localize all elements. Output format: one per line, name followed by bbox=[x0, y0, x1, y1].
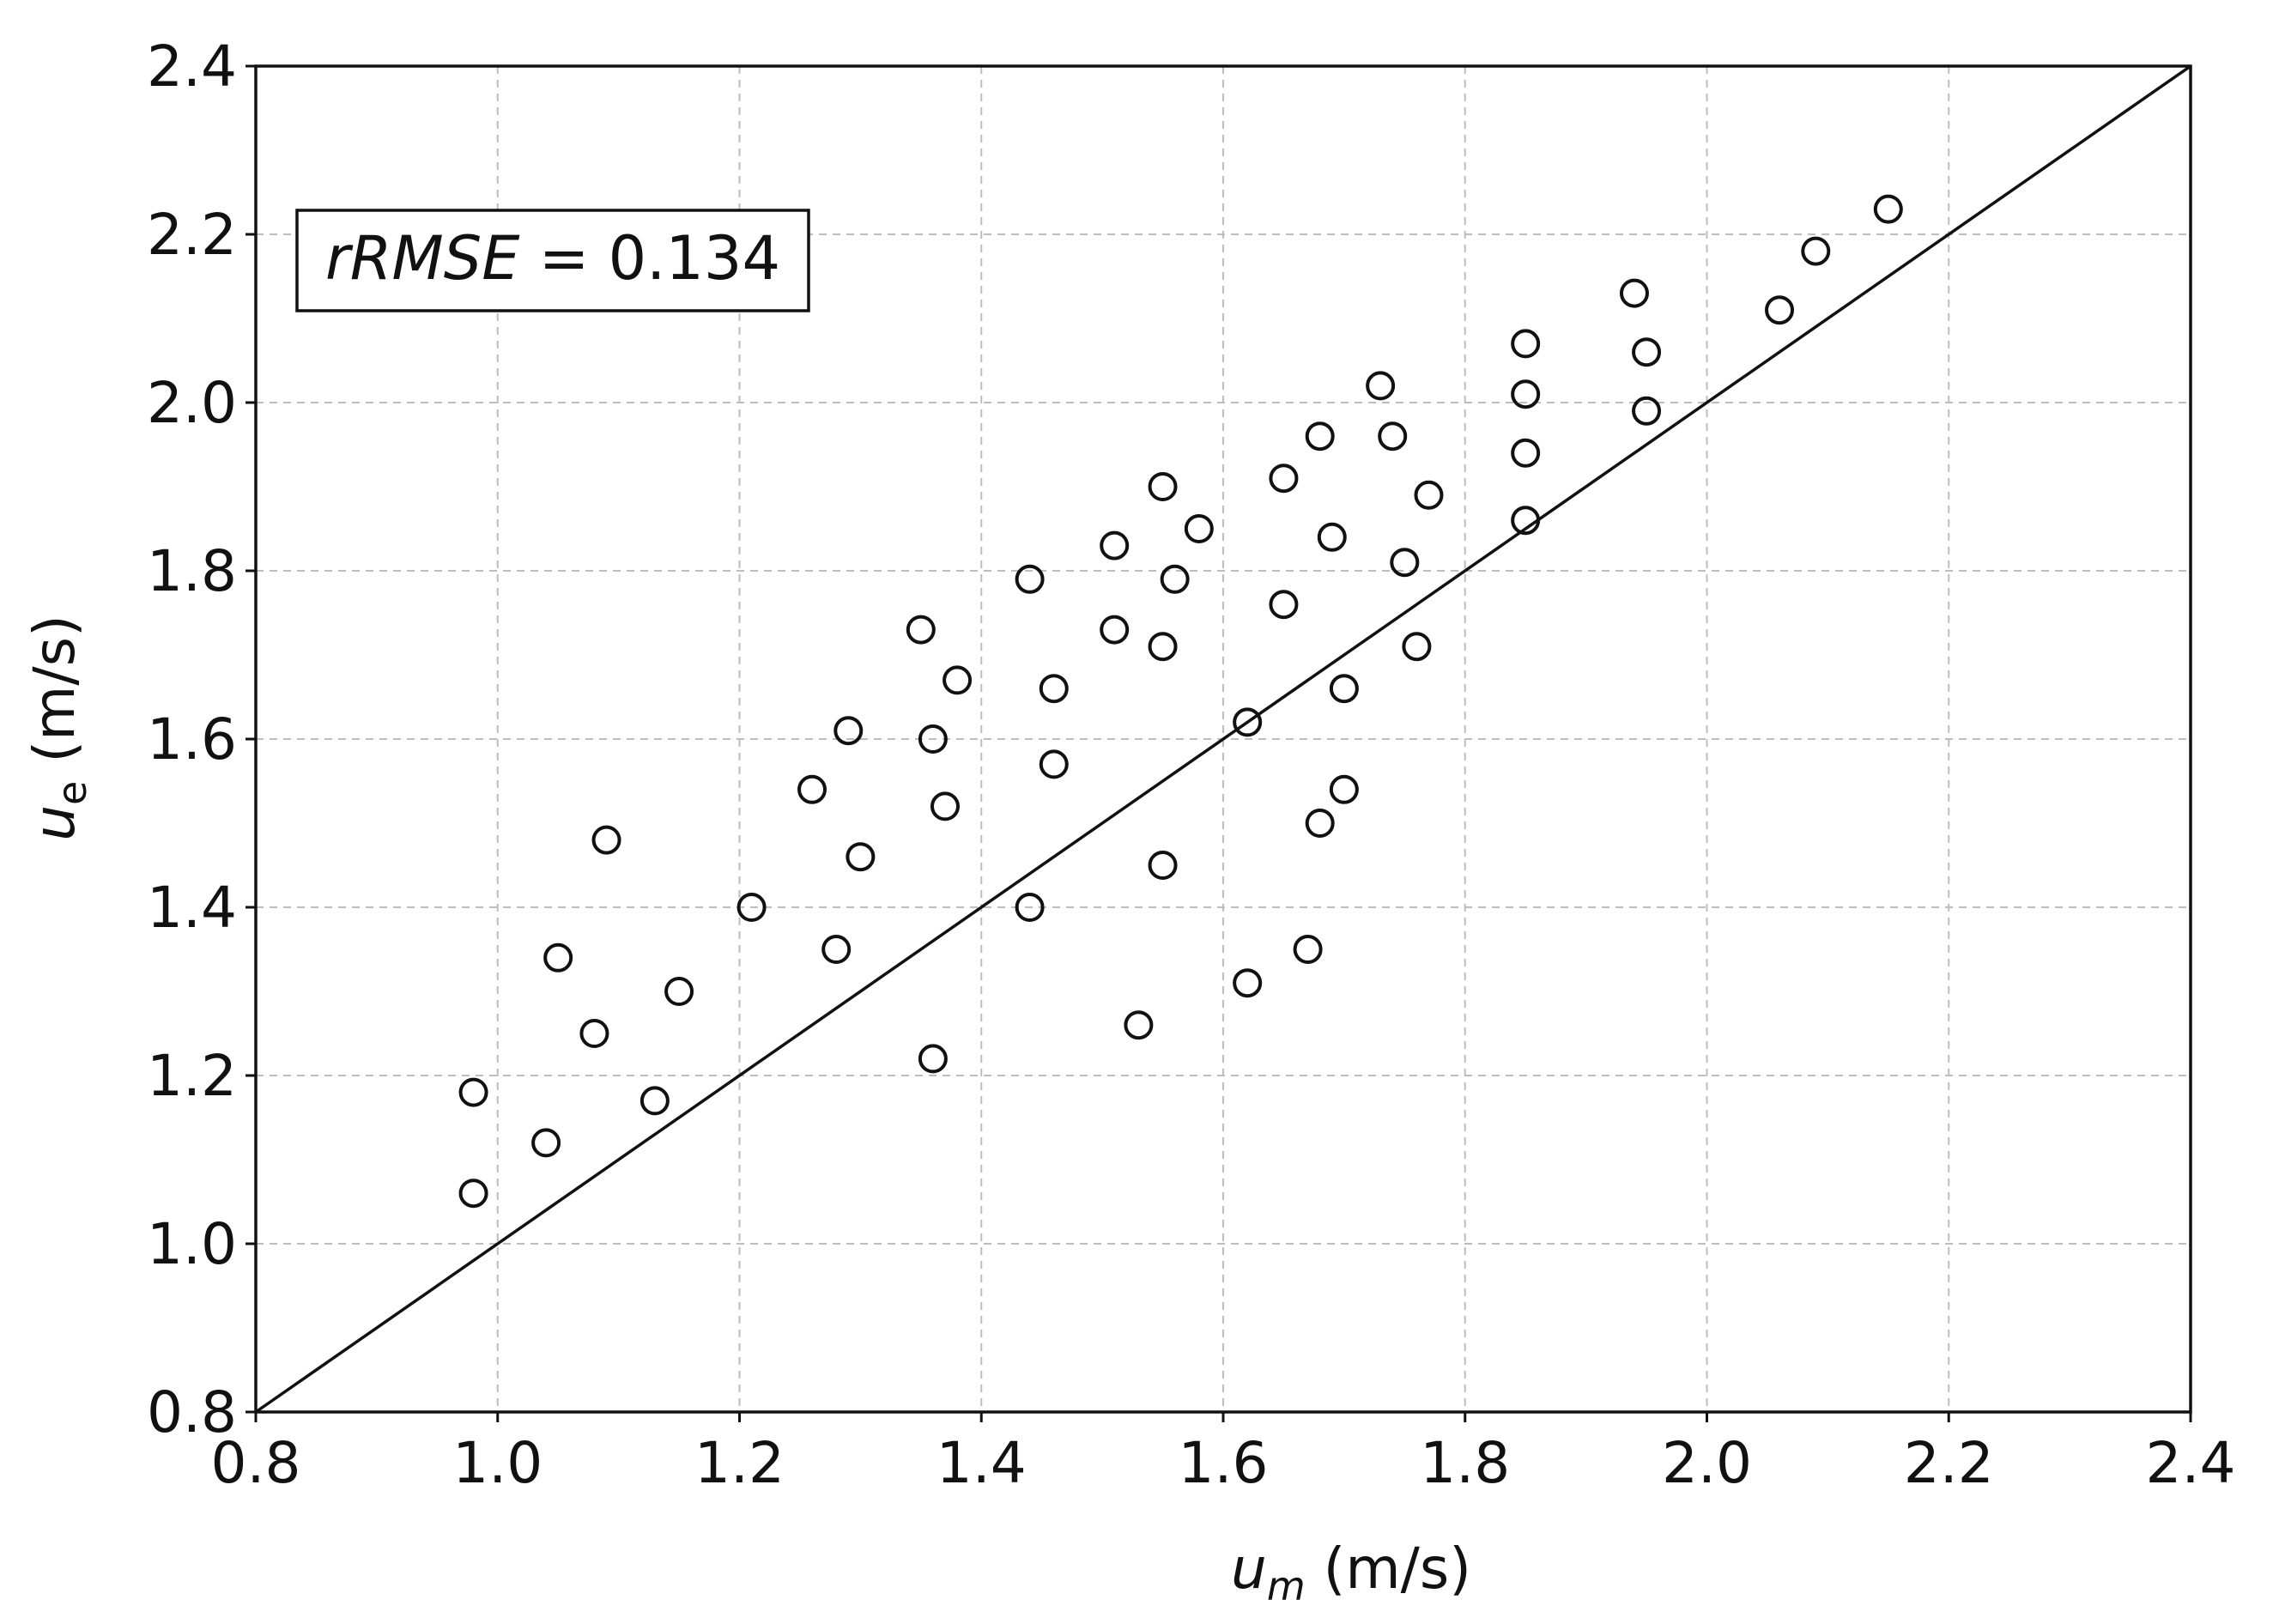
data-point bbox=[1414, 480, 1444, 510]
data-point bbox=[458, 1077, 488, 1107]
data-point bbox=[906, 615, 936, 645]
x-tick-label: 2.2 bbox=[1904, 1430, 1994, 1496]
y-axis-var: u bbox=[21, 805, 88, 841]
y-tick-label: 2.4 bbox=[147, 33, 237, 100]
data-point bbox=[1765, 295, 1795, 325]
data-point bbox=[1148, 632, 1178, 662]
data-point bbox=[1390, 548, 1420, 578]
data-point bbox=[1511, 506, 1541, 536]
rrmse-annotation: rRMSE = 0.134 bbox=[295, 209, 810, 312]
data-point bbox=[1039, 749, 1069, 779]
data-point bbox=[1632, 396, 1662, 426]
data-point bbox=[1233, 968, 1263, 998]
y-tick-label: 1.2 bbox=[147, 1043, 237, 1109]
x-tick-label: 2.4 bbox=[2146, 1430, 2236, 1496]
y-axis-ticks: 0.8 1.0 1.2 1.4 1.6 1.8 2.0 2.2 2.4 bbox=[147, 33, 256, 1445]
x-axis-unit: (m/s) bbox=[1306, 1536, 1471, 1602]
data-point bbox=[1801, 236, 1831, 266]
x-tick-label: 1.0 bbox=[452, 1430, 542, 1496]
data-points bbox=[458, 194, 1903, 1209]
x-tick-label: 0.8 bbox=[211, 1430, 301, 1496]
data-point bbox=[1148, 851, 1178, 880]
data-point bbox=[1184, 514, 1214, 543]
data-point bbox=[918, 1044, 948, 1074]
x-axis-sub: m bbox=[1267, 1563, 1306, 1609]
x-tick-label: 1.6 bbox=[1179, 1430, 1269, 1496]
data-point bbox=[1293, 935, 1323, 964]
data-point bbox=[531, 1128, 561, 1158]
one-to-one-line bbox=[255, 64, 2191, 1414]
annotation-rhs: 0.134 bbox=[609, 223, 780, 294]
data-point bbox=[1619, 278, 1649, 308]
y-tick-label: 0.8 bbox=[147, 1379, 237, 1445]
data-point bbox=[1632, 337, 1662, 367]
data-point bbox=[1317, 522, 1347, 552]
x-axis-ticks: 0.8 1.0 1.2 1.4 1.6 1.8 2.0 2.2 2.4 bbox=[211, 1412, 2236, 1496]
x-tick-label: 1.4 bbox=[936, 1430, 1027, 1496]
data-point bbox=[846, 842, 876, 872]
annotation-text: rRMSE = 0.134 bbox=[325, 223, 780, 294]
data-point bbox=[1873, 194, 1903, 224]
data-point bbox=[579, 1019, 609, 1048]
data-point bbox=[664, 977, 694, 1006]
data-point bbox=[458, 1179, 488, 1209]
data-point bbox=[1269, 464, 1299, 494]
x-tick-label: 1.8 bbox=[1420, 1430, 1510, 1496]
data-point bbox=[1269, 590, 1299, 620]
data-point bbox=[1329, 674, 1359, 704]
y-tick-label: 2.2 bbox=[147, 202, 237, 268]
data-point bbox=[1511, 438, 1541, 468]
data-point bbox=[1511, 329, 1541, 359]
data-point bbox=[918, 724, 948, 754]
data-point bbox=[1160, 564, 1190, 594]
y-axis-unit: (m/s) bbox=[21, 615, 88, 780]
data-point bbox=[1378, 421, 1408, 451]
data-point bbox=[821, 935, 852, 964]
data-point bbox=[1305, 421, 1335, 451]
data-point bbox=[543, 942, 573, 973]
data-point bbox=[1015, 564, 1045, 594]
data-point bbox=[1100, 615, 1130, 645]
x-tick-label: 1.2 bbox=[694, 1430, 785, 1496]
data-point bbox=[1366, 371, 1396, 401]
data-point bbox=[1233, 707, 1263, 737]
x-tick-label: 2.0 bbox=[1662, 1430, 1752, 1496]
data-point bbox=[1124, 1010, 1154, 1040]
data-point bbox=[591, 825, 621, 855]
data-point bbox=[736, 893, 767, 922]
data-point bbox=[1039, 674, 1069, 704]
data-point bbox=[1305, 809, 1335, 838]
data-point bbox=[1511, 379, 1541, 409]
data-point bbox=[797, 774, 827, 804]
data-point bbox=[1015, 893, 1045, 922]
data-point bbox=[1100, 530, 1130, 561]
data-point bbox=[833, 716, 864, 746]
data-point bbox=[930, 791, 960, 821]
data-point bbox=[1402, 632, 1432, 662]
data-point bbox=[1329, 774, 1359, 804]
x-axis-title: um (m/s) bbox=[1231, 1536, 1471, 1609]
y-tick-label: 2.0 bbox=[147, 370, 237, 436]
data-point bbox=[943, 665, 973, 695]
y-tick-label: 1.8 bbox=[147, 538, 237, 604]
data-point bbox=[1148, 472, 1178, 501]
annotation-box bbox=[295, 209, 810, 312]
annotation-op: = bbox=[519, 223, 608, 294]
y-axis-sub: e bbox=[49, 781, 95, 805]
y-tick-label: 1.0 bbox=[147, 1211, 237, 1277]
data-point bbox=[639, 1086, 670, 1116]
annotation-lhs: rRMSE bbox=[325, 223, 520, 294]
x-axis-var: u bbox=[1231, 1536, 1267, 1602]
y-axis-title: ue (m/s) bbox=[21, 615, 95, 841]
y-tick-label: 1.6 bbox=[147, 706, 237, 773]
y-tick-label: 1.4 bbox=[147, 875, 237, 941]
